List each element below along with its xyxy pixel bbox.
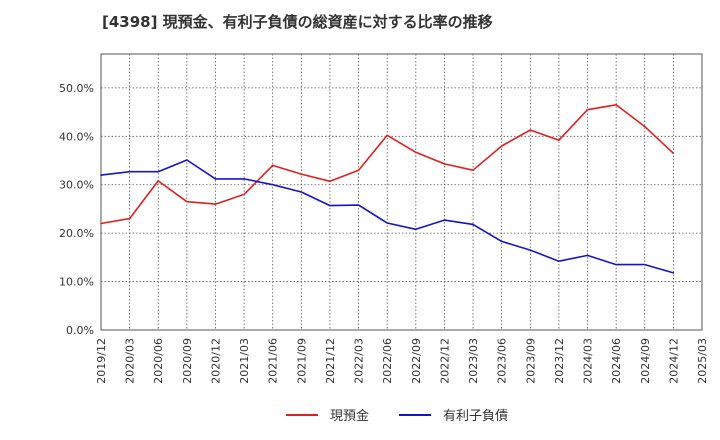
x-tick-label: 2022/09 — [410, 338, 423, 384]
data-point — [100, 174, 102, 176]
x-tick-label: 2020/06 — [152, 338, 165, 384]
data-point — [329, 204, 331, 207]
data-point — [271, 183, 274, 186]
x-tick-label: 2025/03 — [696, 338, 709, 384]
data-point — [415, 151, 417, 154]
data-point — [214, 178, 217, 180]
data-point — [615, 104, 617, 106]
y-tick-label: 50.0% — [59, 82, 94, 95]
data-point — [643, 263, 646, 266]
y-tick-label: 0.0% — [66, 324, 94, 337]
legend-label-0: 現預金 — [330, 408, 369, 424]
data-point — [558, 139, 560, 141]
plot-area — [100, 53, 703, 331]
data-point — [243, 178, 245, 180]
x-tick-label: 2024/12 — [667, 338, 680, 384]
x-tick-label: 2023/12 — [553, 338, 566, 384]
data-point — [472, 169, 474, 172]
x-tick-label: 2021/12 — [324, 338, 337, 384]
data-point — [586, 108, 589, 111]
data-point — [500, 240, 503, 243]
x-tick-label: 2022/12 — [438, 338, 451, 384]
data-point — [329, 180, 331, 183]
x-tick-label: 2024/09 — [639, 338, 652, 384]
data-point — [157, 180, 160, 182]
data-point — [300, 173, 303, 175]
x-tick-label: 2024/06 — [610, 338, 623, 384]
data-point — [300, 191, 303, 193]
data-point — [500, 145, 503, 147]
x-tick-label: 2022/03 — [353, 338, 366, 384]
data-point — [357, 204, 360, 206]
data-point — [529, 129, 532, 131]
data-point — [186, 159, 188, 161]
data-point — [615, 263, 617, 266]
data-point — [271, 164, 274, 167]
legend-label-1: 有利子負債 — [443, 409, 508, 424]
x-tick-label: 2023/03 — [467, 338, 480, 384]
x-tick-label: 2021/06 — [267, 338, 280, 384]
data-point — [357, 169, 360, 172]
data-point — [443, 219, 446, 221]
data-point — [100, 222, 102, 225]
data-point — [558, 260, 560, 263]
x-tick-label: 2023/09 — [524, 338, 537, 384]
x-tick-label: 2024/03 — [582, 338, 595, 384]
x-tick-label: 2022/06 — [381, 338, 394, 384]
x-tick-label: 2020/03 — [124, 338, 137, 384]
x-tick-label: 2023/06 — [496, 338, 509, 384]
y-tick-label: 20.0% — [59, 227, 94, 240]
y-tick-label: 30.0% — [59, 179, 94, 192]
data-point — [415, 228, 417, 231]
data-point — [472, 223, 474, 226]
data-point — [586, 254, 589, 257]
x-tick-label: 2021/03 — [238, 338, 251, 384]
data-point — [128, 170, 131, 173]
data-point — [529, 249, 532, 251]
data-point — [443, 163, 446, 165]
data-point — [672, 272, 675, 274]
data-point — [157, 170, 160, 173]
data-point — [386, 134, 388, 137]
y-tick-label: 10.0% — [59, 276, 94, 289]
data-point — [128, 217, 131, 220]
data-point — [186, 200, 188, 203]
data-point — [672, 152, 675, 155]
data-point — [214, 203, 217, 205]
chart-title: [4398] 現預金、有利子負債の総資産に対する比率の推移 — [102, 13, 493, 31]
data-point — [243, 193, 245, 196]
y-tick-label: 40.0% — [59, 130, 94, 143]
x-tick-label: 2020/09 — [181, 338, 194, 384]
data-point — [386, 222, 388, 224]
x-tick-label: 2019/12 — [95, 338, 108, 384]
data-point — [643, 125, 646, 128]
x-tick-label: 2021/09 — [295, 338, 308, 384]
x-tick-label: 2020/12 — [209, 338, 222, 384]
